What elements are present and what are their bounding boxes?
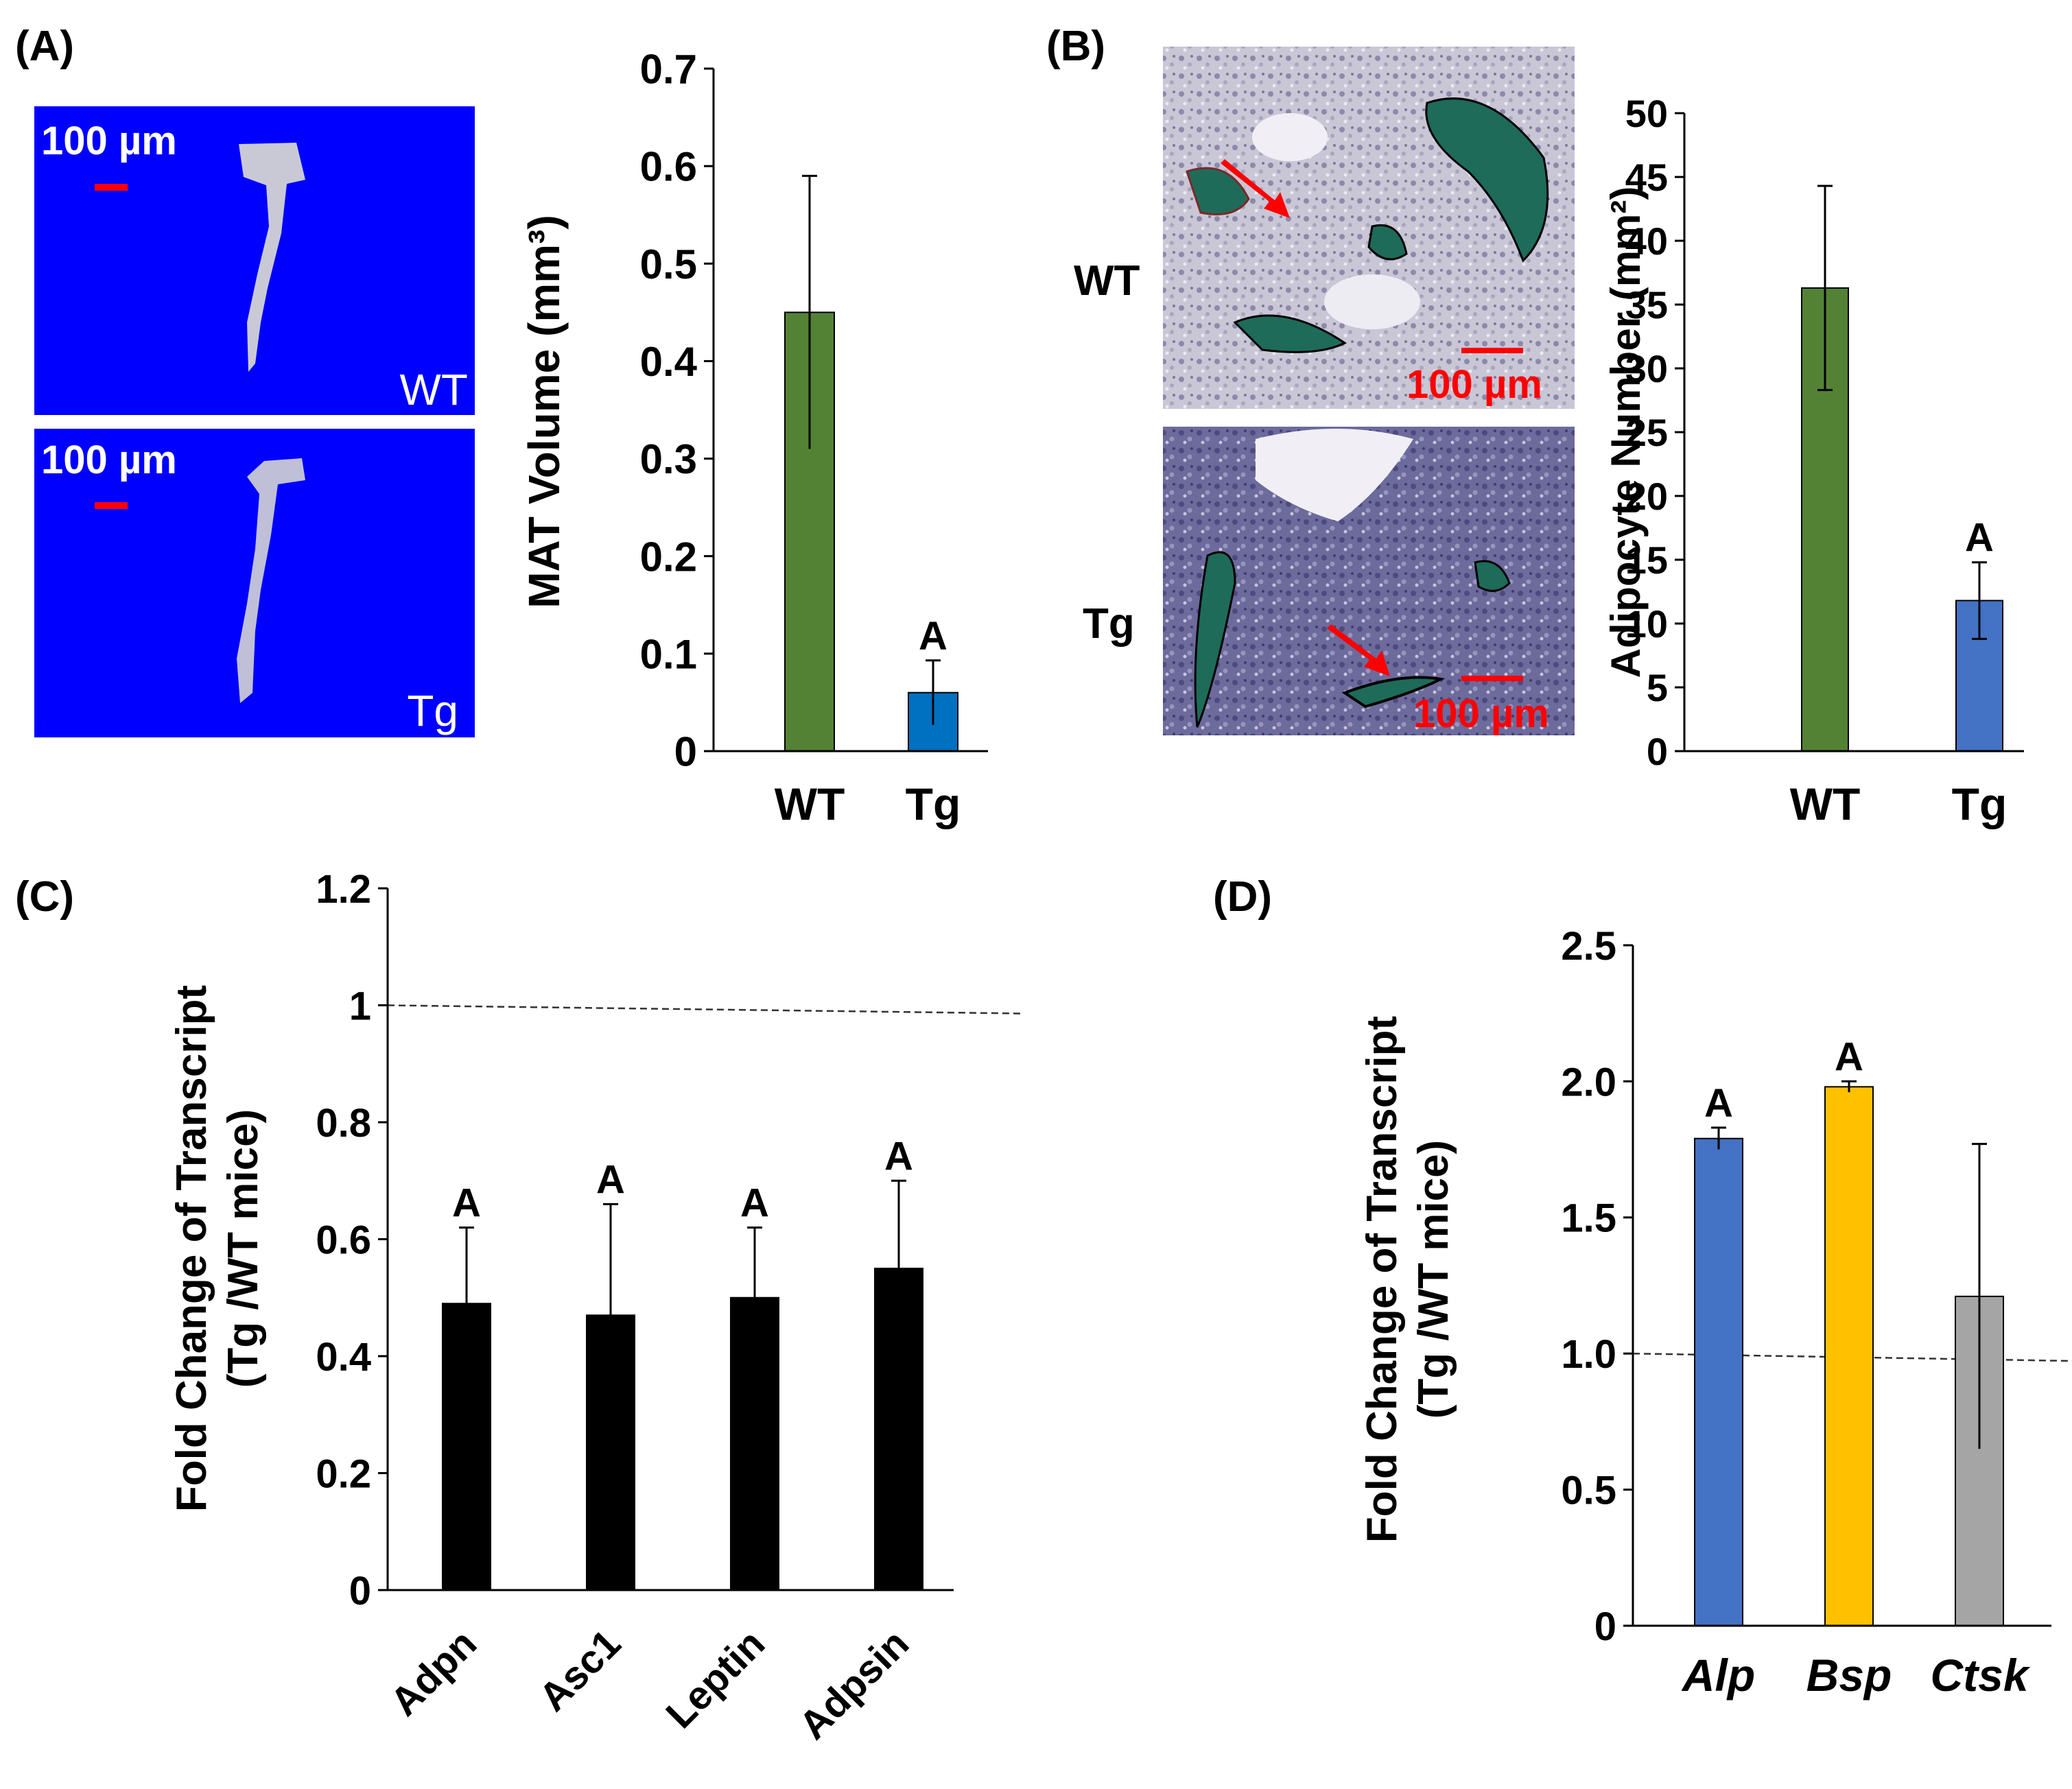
y-axis-label: Fold Change of Transcript: [1358, 1016, 1406, 1543]
scale-label-ct-tg: 100 µm: [41, 438, 177, 482]
y-tick-label: 1: [349, 984, 371, 1028]
chart-b-adipocyte-number: A 0 5 10 15 20 25 30 35 40 45 50 WT Tg Adipocyte Numbe…: [1603, 92, 2024, 829]
x-tick-label: WT: [1790, 779, 1861, 829]
bar-bsp: [1824, 1086, 1874, 1627]
significance-marker: A: [740, 1181, 769, 1225]
bone-trabecula: [1186, 167, 1250, 215]
y-axis-label: MAT Volume (mm³): [519, 215, 569, 608]
y-tick-label: 0.6: [316, 1218, 371, 1262]
bone-trabecula: [1194, 551, 1236, 728]
bone-shape-wt: [239, 143, 305, 372]
y-tick-label: 45: [1625, 156, 1668, 199]
marrow-space: [1256, 429, 1413, 521]
y-tick-label: 40: [1625, 220, 1668, 263]
y-tick-label: 10: [1625, 602, 1668, 645]
scale-label-histology-tg: 100 µm: [1413, 691, 1549, 736]
y-tick-label: 20: [1625, 475, 1668, 518]
y-tick-label: 5: [1647, 666, 1668, 709]
panel-label-c: (C): [15, 873, 74, 921]
y-tick-label: 35: [1625, 283, 1668, 327]
histology-label-wt: WT: [1074, 257, 1140, 305]
y-tick-label: 0.5: [640, 241, 697, 287]
y-tick-label: 0.6: [640, 144, 697, 190]
y-tick-label: 1.0: [1561, 1332, 1616, 1377]
chart-c-adipocyte-transcripts: A A A A 0 0.2 0.4 0.6 0.8 1 1.2 Adpn Asc1 Leptin Adpsi…: [168, 867, 1023, 1748]
y-tick-label: 1.2: [316, 867, 371, 912]
scale-label-histology-wt: 100 µm: [1406, 362, 1542, 407]
panel-label-b: (B): [1046, 23, 1105, 70]
x-tick-label: WT: [775, 779, 845, 829]
red-arrow-icon: [1327, 624, 1390, 676]
y-tick-label: 0.3: [640, 436, 697, 482]
y-tick-label: 0.4: [316, 1335, 371, 1379]
bone-trabecula: [1233, 314, 1347, 353]
bone-trabecula: [1425, 97, 1549, 263]
bone-trabecula: [1341, 676, 1446, 709]
x-tick-label: Bsp: [1806, 1650, 1892, 1701]
y-tick-label: 0.8: [316, 1101, 371, 1146]
y-axis-label-secondary: (Tg /WT mice): [1410, 1140, 1457, 1419]
ct-label-tg: Tg: [407, 686, 458, 735]
y-tick-label: 0.2: [316, 1452, 371, 1496]
y-tick-label: 50: [1625, 92, 1668, 135]
scale-bar-histology-tg: [1461, 676, 1523, 681]
bone-trabecula: [1367, 224, 1408, 261]
y-tick-label: 0.7: [640, 47, 697, 93]
y-tick-label: 25: [1625, 411, 1668, 454]
y-axis-label: Adipocyte Number (mm²): [1603, 187, 1649, 678]
y-axis-label: Fold Change of Transcript: [168, 985, 215, 1512]
chart-d-bone-transcripts: A A 0 0.5 1.0 1.5 2.0 2.5 Alp Bsp Ctsk Fold Change …: [1358, 924, 2072, 1701]
bone-trabecula: [1474, 560, 1511, 592]
panel-label-d: (D): [1213, 873, 1272, 921]
x-tick-label: Alp: [1681, 1650, 1755, 1701]
ct-image-wt: 100 µm WT: [34, 106, 475, 415]
y-tick-label: 15: [1625, 538, 1668, 582]
y-tick-label: 0.1: [640, 631, 697, 677]
scale-bar-ct-wt: [95, 184, 128, 191]
panel-label-a: (A): [15, 23, 74, 70]
significance-marker: A: [919, 614, 947, 659]
scale-bar-ct-tg: [95, 502, 128, 509]
ct-label-wt: WT: [400, 365, 469, 414]
y-tick-label: 0.2: [640, 534, 697, 580]
x-tick-label: Adpsin: [790, 1621, 917, 1748]
red-arrow-icon: [1221, 159, 1290, 218]
significance-marker: A: [1704, 1081, 1733, 1126]
x-tick-label: Tg: [906, 779, 961, 829]
y-tick-label: 0: [349, 1569, 371, 1613]
y-tick-label: 2.5: [1561, 924, 1616, 969]
scale-bar-histology-wt: [1461, 348, 1523, 353]
x-tick-label: Tg: [1952, 779, 2008, 829]
y-tick-label: 0: [1647, 730, 1668, 773]
significance-marker: A: [884, 1134, 913, 1178]
x-tick-label: Leptin: [657, 1621, 773, 1737]
x-tick-label: Ctsk: [1930, 1650, 2030, 1701]
significance-marker: A: [596, 1157, 625, 1202]
y-tick-label: 1.5: [1561, 1196, 1616, 1241]
y-axis-label-secondary: (Tg /WT mice): [220, 1109, 267, 1388]
x-tick-label: Adpn: [381, 1621, 485, 1725]
y-tick-label: 30: [1625, 347, 1668, 390]
ct-image-tg: 100 µm Tg: [34, 429, 475, 737]
x-tick-label: Asc1: [530, 1621, 629, 1720]
bar-alp: [1694, 1137, 1743, 1626]
y-tick-label: 0: [1594, 1604, 1616, 1649]
significance-marker: A: [1965, 516, 1994, 560]
significance-marker: A: [1835, 1034, 1863, 1079]
histology-label-tg: Tg: [1083, 600, 1135, 648]
y-tick-label: 2.0: [1561, 1060, 1616, 1104]
y-tick-label: 0.4: [640, 339, 698, 385]
marrow-space: [1324, 274, 1420, 329]
y-tick-label: 0: [674, 729, 697, 775]
y-tick-label: 0.5: [1561, 1468, 1616, 1513]
bone-shape-tg: [237, 458, 305, 703]
scale-label-ct-wt: 100 µm: [41, 119, 177, 163]
histology-image-tg: 100 µm: [1163, 427, 1575, 736]
marrow-space: [1252, 113, 1328, 161]
histology-image-wt: 100 µm: [1163, 47, 1575, 409]
chart-a-mat-volume: A 0 0.1 0.2 0.3 0.4 0.5 0.6 0.7 WT Tg MAT Volume (m…: [519, 47, 988, 829]
reference-line: [387, 1004, 1023, 1015]
significance-marker: A: [452, 1181, 481, 1225]
